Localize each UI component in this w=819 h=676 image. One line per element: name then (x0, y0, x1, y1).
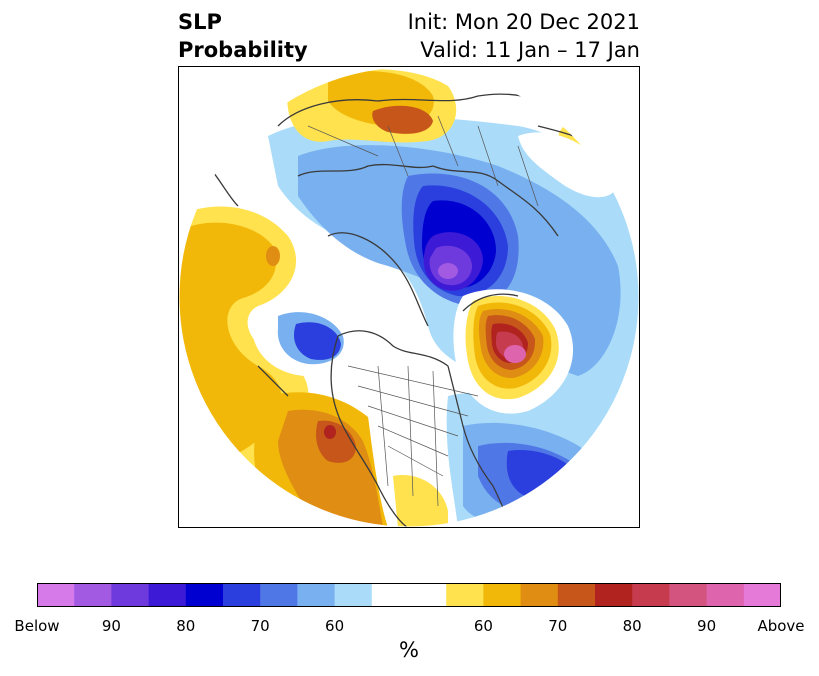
colorbar-tick-label: 90 (101, 617, 121, 635)
colorbar-swatch (595, 583, 633, 607)
probability-map (178, 66, 640, 528)
colorbar-swatch (37, 583, 75, 607)
init-date: Init: Mon 20 Dec 2021 (407, 10, 640, 34)
colorbar-swatch (334, 583, 373, 607)
colorbar-swatch (446, 583, 484, 607)
valid-range: Valid: 11 Jan – 17 Jan (420, 38, 640, 62)
colorbar-swatch (743, 583, 781, 607)
field-blue-95 (438, 263, 458, 279)
colorbar-swatch (409, 583, 447, 607)
colorbar-swatch (260, 583, 298, 607)
field-above-90-natl (504, 345, 526, 363)
colorbar-swatch (632, 583, 670, 607)
colorbar-tick-label: 60 (325, 617, 345, 635)
colorbar-swatch (520, 583, 559, 607)
field-above-65-westus (278, 409, 383, 527)
colorbar-swatch (483, 583, 522, 607)
colorbar-swatch (371, 583, 410, 607)
field-above-65-pacific-spot (266, 246, 280, 266)
field-blue-75-pacific (293, 322, 341, 360)
colorbar-swatch (74, 583, 112, 607)
map-frame (178, 66, 640, 528)
map-title-right: Init: Mon 20 Dec 2021 Valid: 11 Jan – 17… (408, 8, 640, 64)
colorbar-swatch (185, 583, 224, 607)
colorbar-swatch (223, 583, 261, 607)
colorbar-tick-label: 80 (176, 617, 196, 635)
colorbar-swatch (669, 583, 708, 607)
field-above-75-westus (324, 425, 336, 439)
title-variable: SLP (178, 10, 222, 34)
colorbar-tick-label: 90 (697, 617, 717, 635)
map-title-left: SLP Probability (178, 8, 308, 64)
field-above-70-top (372, 105, 433, 134)
field-neutral-asia (518, 132, 618, 198)
colorbar-tick-label: Below (14, 617, 60, 635)
map-canvas (178, 66, 640, 528)
colorbar-unit: % (399, 638, 419, 662)
colorbar-swatch (148, 583, 187, 607)
borders (307, 115, 539, 507)
colorbar-swatch (297, 583, 336, 607)
title-quantity: Probability (178, 38, 308, 62)
field-above-55-se (393, 475, 448, 527)
colorbar-border (37, 583, 781, 607)
colorbar-swatch (557, 583, 596, 607)
colorbar-swatch (706, 583, 745, 607)
probability-fields (179, 67, 639, 527)
colorbar-tick-label: 70 (250, 617, 270, 635)
colorbar-tick-label: 80 (622, 617, 642, 635)
colorbar-tick-label: 70 (548, 617, 568, 635)
colorbar (37, 583, 781, 607)
colorbar-tick-label: 60 (473, 617, 493, 635)
colorbar-swatch (111, 583, 150, 607)
colorbar-tick-label: Above (757, 617, 805, 635)
